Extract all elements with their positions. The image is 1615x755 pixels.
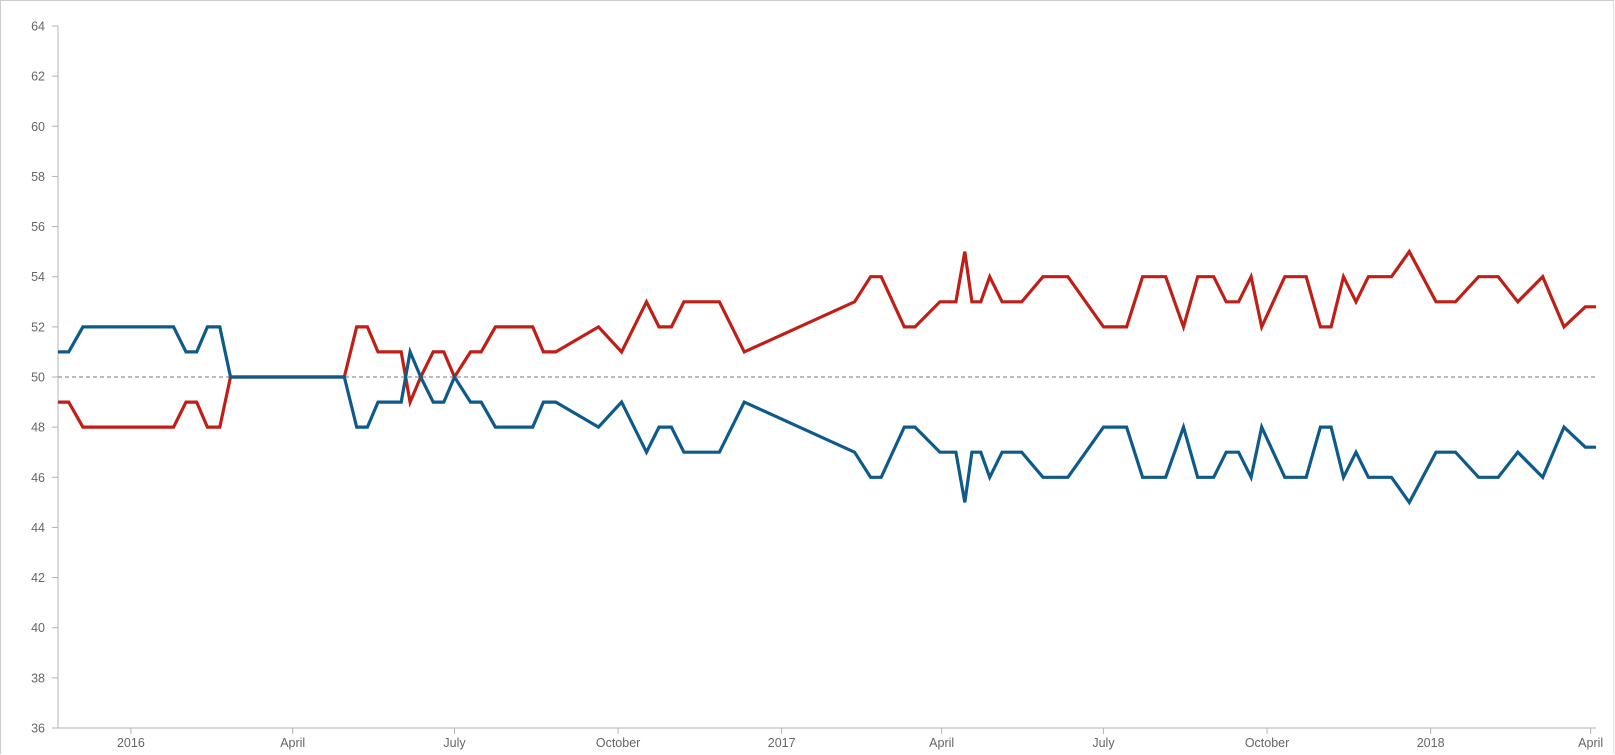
y-tick-label: 38 — [31, 671, 45, 685]
x-tick-label: April — [280, 736, 305, 750]
y-tick-label: 44 — [31, 521, 45, 535]
x-tick-label: October — [1245, 736, 1289, 750]
y-tick-label: 62 — [31, 70, 45, 84]
x-tick-label: July — [1092, 736, 1115, 750]
y-tick-label: 54 — [31, 270, 45, 284]
y-tick-label: 52 — [31, 320, 45, 334]
y-tick-label: 48 — [31, 421, 45, 435]
x-tick-label: April — [1578, 736, 1603, 750]
x-tick-label: 2018 — [1417, 736, 1445, 750]
x-tick-label: 2017 — [768, 736, 796, 750]
y-tick-label: 60 — [31, 120, 45, 134]
y-tick-label: 42 — [31, 571, 45, 585]
x-tick-label: October — [596, 736, 640, 750]
x-tick-label: July — [443, 736, 466, 750]
y-tick-label: 50 — [31, 371, 45, 385]
y-tick-label: 40 — [31, 621, 45, 635]
x-tick-label: April — [929, 736, 954, 750]
series-line-red — [58, 248, 1596, 429]
series-line-blue — [58, 325, 1596, 506]
y-tick-label: 46 — [31, 471, 45, 485]
y-tick-label: 64 — [31, 20, 45, 34]
series-layer — [58, 248, 1596, 506]
x-tick-label: 2016 — [117, 736, 145, 750]
y-tick-label: 36 — [31, 722, 45, 736]
y-tick-label: 56 — [31, 220, 45, 234]
axes: 36 38 40 42 44 46 48 50 52 54 56 58 60 62 64 2016 April J… — [31, 20, 1603, 751]
y-tick-label: 58 — [31, 170, 45, 184]
